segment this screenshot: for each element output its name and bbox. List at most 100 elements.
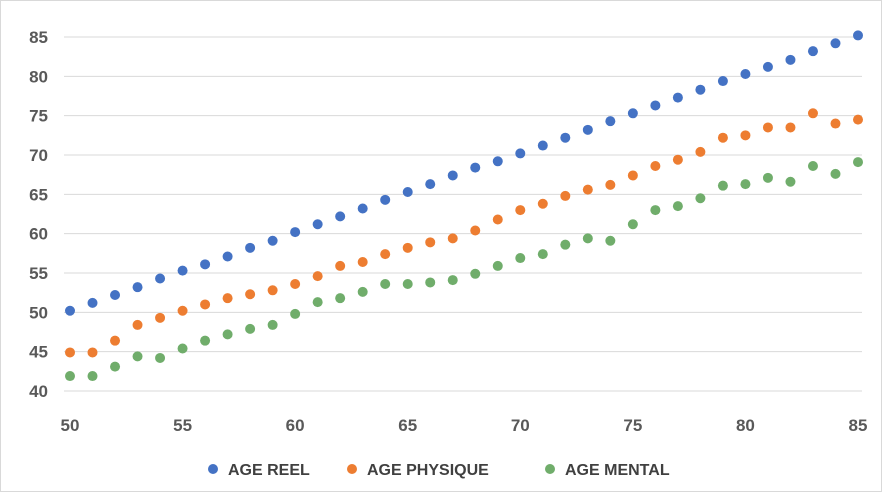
point-age-reel <box>492 156 503 167</box>
point-age-mental <box>672 201 683 212</box>
point-age-physique <box>290 279 301 290</box>
point-age-physique <box>740 130 751 141</box>
point-age-reel <box>335 211 346 222</box>
point-age-reel <box>290 227 301 238</box>
point-age-reel <box>627 108 638 119</box>
point-age-mental <box>447 275 458 286</box>
point-age-reel <box>470 162 481 173</box>
point-age-mental <box>650 205 661 216</box>
point-age-reel <box>740 68 751 79</box>
point-age-physique <box>605 179 616 190</box>
point-age-mental <box>627 219 638 230</box>
point-age-mental <box>785 176 796 187</box>
point-age-mental <box>312 297 323 308</box>
x-tick-label: 55 <box>173 416 192 435</box>
point-age-reel <box>402 186 413 197</box>
point-age-physique <box>402 242 413 253</box>
point-age-mental <box>605 235 616 246</box>
point-age-mental <box>177 343 188 354</box>
point-age-physique <box>492 214 503 225</box>
point-age-physique <box>200 299 211 310</box>
point-age-physique <box>245 289 256 300</box>
point-age-physique <box>425 237 436 248</box>
point-age-reel <box>87 297 98 308</box>
point-age-mental <box>267 319 278 330</box>
point-age-mental <box>807 161 818 172</box>
y-tick-label: 40 <box>29 382 48 401</box>
point-age-mental <box>65 371 75 382</box>
point-age-physique <box>447 233 458 244</box>
point-age-reel <box>200 259 211 270</box>
point-age-physique <box>470 225 481 236</box>
point-age-physique <box>762 122 773 133</box>
point-age-physique <box>222 293 233 304</box>
point-age-reel <box>853 30 863 41</box>
point-age-reel <box>515 148 526 159</box>
point-age-reel <box>222 251 233 262</box>
point-age-physique <box>717 132 728 143</box>
point-age-physique <box>537 198 548 209</box>
y-tick-label: 60 <box>29 225 48 244</box>
point-age-reel <box>65 305 75 316</box>
y-tick-label: 70 <box>29 146 48 165</box>
point-age-physique <box>312 271 323 282</box>
point-age-physique <box>560 190 571 201</box>
point-age-mental <box>132 351 143 362</box>
point-age-physique <box>110 335 121 346</box>
point-age-physique <box>155 312 166 323</box>
point-age-reel <box>132 282 143 293</box>
legend-marker-age-reel <box>208 464 218 474</box>
point-age-physique <box>357 256 368 267</box>
x-tick-label: 85 <box>849 416 868 435</box>
point-age-reel <box>830 38 841 49</box>
point-age-mental <box>717 180 728 191</box>
point-age-physique <box>65 347 75 358</box>
gridlines <box>64 36 862 392</box>
point-age-reel <box>312 219 323 230</box>
point-age-physique <box>177 305 188 316</box>
point-age-reel <box>425 179 436 190</box>
point-age-physique <box>807 108 818 119</box>
point-age-reel <box>762 61 773 72</box>
point-age-physique <box>582 184 593 195</box>
point-age-physique <box>672 154 683 165</box>
point-age-reel <box>267 235 278 246</box>
y-tick-label: 50 <box>29 303 48 322</box>
point-age-reel <box>380 194 391 205</box>
point-age-reel <box>605 116 616 127</box>
point-age-reel <box>537 140 548 151</box>
legend-marker-age-mental <box>545 464 555 474</box>
point-age-mental <box>537 249 548 260</box>
y-tick-label: 75 <box>29 107 48 126</box>
point-age-mental <box>515 253 526 264</box>
point-age-reel <box>672 92 683 103</box>
point-age-mental <box>560 239 571 250</box>
point-age-mental <box>222 329 233 340</box>
point-age-reel <box>807 46 818 57</box>
point-age-reel <box>717 76 728 87</box>
point-age-physique <box>267 285 278 296</box>
point-age-mental <box>357 286 368 297</box>
x-axis-ticks: 50 55 60 65 70 75 80 85 <box>61 416 868 435</box>
point-age-mental <box>695 193 706 204</box>
point-age-mental <box>110 361 121 372</box>
point-age-reel <box>245 242 256 253</box>
point-age-mental <box>582 233 593 244</box>
point-age-physique <box>695 146 706 157</box>
point-age-mental <box>425 277 436 288</box>
legend-label-age-mental: AGE MENTAL <box>565 462 670 479</box>
y-tick-label: 65 <box>29 185 48 204</box>
point-age-reel <box>695 84 706 95</box>
point-age-reel <box>110 290 121 301</box>
x-tick-label: 50 <box>61 416 80 435</box>
point-age-mental <box>740 179 751 190</box>
x-tick-label: 65 <box>398 416 417 435</box>
point-age-physique <box>785 122 796 133</box>
y-tick-label: 45 <box>29 343 48 362</box>
point-age-mental <box>155 352 166 363</box>
y-axis-ticks: 40 45 50 55 60 65 70 75 80 85 <box>29 28 48 401</box>
point-age-mental <box>245 323 256 334</box>
point-age-mental <box>762 172 773 183</box>
